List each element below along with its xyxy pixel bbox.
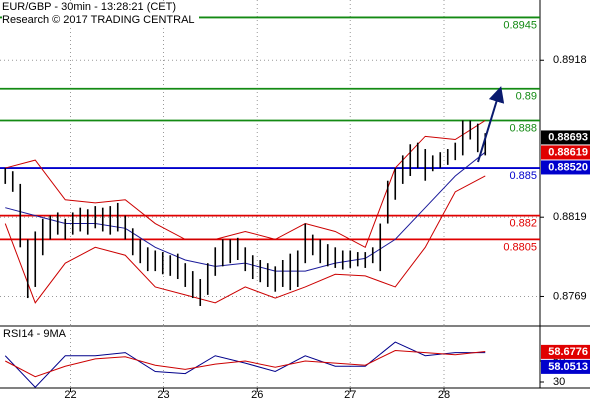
level-label: 0.885 bbox=[509, 170, 537, 182]
header: EUR/GBP - 30min - 13:28:21 (CET) Researc… bbox=[2, 1, 199, 27]
y-tick-label: 0.8918 bbox=[553, 54, 587, 66]
price-marker bbox=[541, 359, 590, 374]
x-tick-label: 27 bbox=[344, 389, 356, 400]
x-tick-label: 28 bbox=[438, 389, 450, 400]
price-marker-label: 58.0513 bbox=[548, 361, 588, 373]
price-marker-label: 0.88619 bbox=[548, 146, 588, 158]
x-tick-label: 22 bbox=[64, 389, 76, 400]
price-marker bbox=[541, 344, 590, 359]
series-line bbox=[5, 120, 486, 249]
x-tick-label: 23 bbox=[157, 389, 169, 400]
x-tick-label: 26 bbox=[251, 389, 263, 400]
level-label: 0.89 bbox=[516, 91, 537, 103]
level-label: 0.888 bbox=[509, 122, 537, 134]
price-marker-label: 58.6776 bbox=[548, 346, 588, 358]
price-marker-label: 0.88520 bbox=[548, 161, 588, 173]
y-tick-label: 0.8769 bbox=[553, 290, 587, 302]
chart-subtitle: Research © 2017 TRADING CENTRAL bbox=[2, 14, 195, 26]
y-tick-label: 30 bbox=[553, 376, 565, 388]
price-marker bbox=[541, 160, 590, 175]
y-tick-label: 0.8819 bbox=[553, 211, 587, 223]
level-label: 0.882 bbox=[509, 218, 537, 230]
series-line bbox=[4, 175, 486, 304]
series-line bbox=[5, 349, 486, 378]
chart-title: EUR/GBP - 30min - 13:28:21 (CET) bbox=[2, 1, 177, 13]
price-marker bbox=[541, 145, 590, 160]
level-label: 0.8945 bbox=[503, 19, 537, 31]
price-marker bbox=[541, 130, 590, 145]
series-line bbox=[4, 341, 486, 388]
panel-title: RSI14 - 9MA bbox=[3, 328, 67, 340]
level-label: 0.8805 bbox=[503, 241, 537, 253]
forecast-arrow bbox=[477, 86, 505, 163]
price-marker-label: 0.88693 bbox=[548, 131, 588, 143]
